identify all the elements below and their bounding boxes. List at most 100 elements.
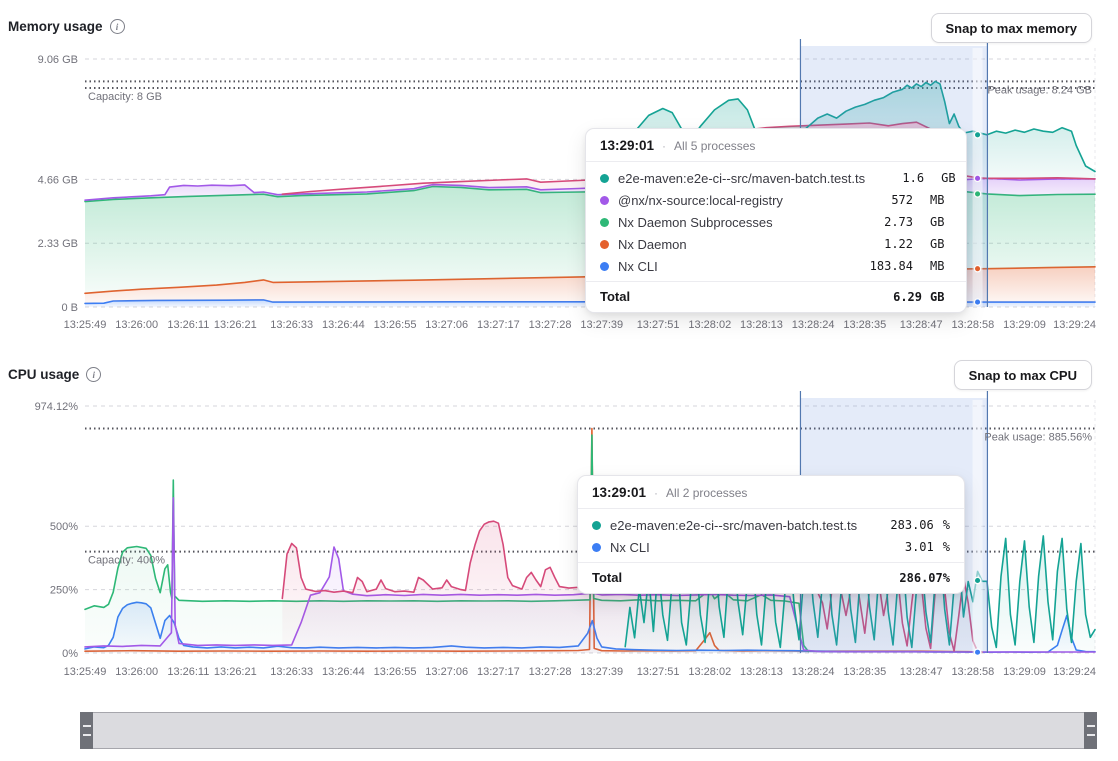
snap-to-max-cpu-button[interactable]: Snap to max CPU [954,360,1092,390]
series-color-dot-icon [600,196,609,205]
y-axis-tick-label: 0 B [61,302,78,314]
x-axis-tick-label: 13:28:24 [792,666,835,678]
hover-marker [974,649,980,655]
grip-icon [83,725,91,736]
process-value: 572 [863,193,913,207]
brush-left-handle[interactable] [80,712,93,749]
x-axis-tick-label: 13:25:49 [64,319,107,331]
x-axis-tick-label: 13:26:33 [270,319,313,331]
x-axis-tick-label: 13:26:44 [322,666,365,678]
tooltip-total-label: Total [600,289,872,304]
tooltip-total-value: 6.29 [872,290,922,304]
x-axis-tick-label: 13:27:06 [425,319,468,331]
x-axis-tick-label: 13:26:00 [115,319,158,331]
x-axis-tick-label: 13:28:35 [843,319,886,331]
series-color-dot-icon [600,240,609,249]
x-axis-tick-label: 13:26:21 [214,666,257,678]
tooltip-time: 13:29:01 [600,138,654,153]
x-axis-tick-label: 13:29:09 [1003,666,1046,678]
timeline-brush[interactable] [80,712,1097,749]
series-color-dot-icon [600,218,609,227]
x-axis-tick-label: 13:28:13 [740,319,783,331]
x-axis-tick-label: 13:29:24 [1053,666,1096,678]
peak-usage-label: Peak usage: 8.24 GB [987,84,1092,96]
memory-usage-header: Memory usage i [8,19,125,34]
cpu-usage-title: CPU usage [8,367,79,382]
x-axis-tick-label: 13:28:58 [951,319,994,331]
x-axis-tick-label: 13:27:39 [580,666,623,678]
tooltip-total-row: Total 286.07 % [578,562,964,593]
process-unit: GB [941,171,955,185]
x-axis-tick-label: 13:28:47 [900,319,943,331]
peak-usage-label: Peak usage: 885.56% [984,432,1092,444]
hover-marker [974,299,980,305]
series-color-dot-icon [600,174,609,183]
cpu-usage-header: CPU usage i [8,367,101,382]
process-name: @nx/nx-source:local-registry [618,193,854,208]
tooltip-total-unit: GB [930,290,952,304]
x-axis-tick-label: 13:28:13 [740,666,783,678]
process-value: 1.22 [863,237,913,251]
x-axis-tick-label: 13:26:55 [374,319,417,331]
info-icon[interactable]: i [110,19,125,34]
process-unit: % [943,540,950,554]
nx-profiler-page: 9.06 GB4.66 GB2.33 GB0 BCapacity: 8 GBPe… [0,0,1118,761]
brush-right-handle[interactable] [1084,712,1097,749]
process-unit: GB [930,215,952,229]
x-axis-tick-label: 13:26:11 [167,666,209,678]
process-name: Nx CLI [610,540,875,555]
tooltip-row: Nx CLI 183.84 MB [586,255,966,277]
x-axis-tick-label: 13:26:55 [374,666,417,678]
tooltip-header: 13:29:01 · All 2 processes [578,476,964,509]
y-axis-tick-label: 4.66 GB [38,174,78,186]
hover-marker [974,191,980,197]
x-axis-tick-label: 13:26:44 [322,319,365,331]
x-axis-tick-label: 13:28:47 [900,666,943,678]
charts-canvas[interactable]: 9.06 GB4.66 GB2.33 GB0 BCapacity: 8 GBPe… [0,0,1118,761]
process-name: e2e-maven:e2e-ci--src/maven-batch.test.t… [618,171,865,186]
y-axis-tick-label: 500% [50,521,78,533]
tooltip-separator: · [662,139,666,153]
y-axis-tick-label: 974.12% [35,401,79,413]
capacity-label: Capacity: 400% [88,555,165,567]
x-axis-tick-label: 13:27:28 [529,666,572,678]
process-unit: GB [930,237,952,251]
hover-marker [974,577,980,583]
tooltip-row: Nx CLI 3.01% [578,536,964,558]
x-axis-tick-label: 13:27:51 [637,319,680,331]
process-value: 2.73 [863,215,913,229]
tooltip-total-label: Total [592,570,893,585]
tooltip-separator: · [654,486,658,500]
x-axis-tick-label: 13:28:24 [792,319,835,331]
series-color-dot-icon [592,521,601,530]
x-axis-tick-label: 13:28:35 [843,666,886,678]
x-axis-tick-label: 13:26:11 [167,319,209,331]
y-axis-tick-label: 2.33 GB [38,238,78,250]
tooltip-total-unit: % [943,571,950,585]
x-axis-tick-label: 13:26:21 [214,319,257,331]
x-axis-tick-label: 13:27:06 [425,666,468,678]
process-value: 283.06 [884,518,934,532]
process-value: 3.01 [884,540,934,554]
snap-to-max-memory-button[interactable]: Snap to max memory [931,13,1093,43]
tooltip-row: e2e-maven:e2e-ci--src/maven-batch.test.t… [578,514,964,536]
x-axis-tick-label: 13:27:28 [529,319,572,331]
hover-marker [974,265,980,271]
series-color-dot-icon [600,262,609,271]
info-icon[interactable]: i [86,367,101,382]
x-axis-tick-label: 13:29:09 [1003,319,1046,331]
x-axis-tick-label: 13:25:49 [64,666,107,678]
tooltip-header: 13:29:01 · All 5 processes [586,129,966,162]
tooltip-time: 13:29:01 [592,485,646,500]
process-name: Nx CLI [618,259,854,274]
x-axis-tick-label: 13:26:00 [115,666,158,678]
process-value: 183.84 [863,259,913,273]
y-axis-tick-label: 0% [62,648,78,660]
tooltip-total-row: Total 6.29 GB [586,281,966,312]
hover-stripe [973,400,983,653]
process-name: e2e-maven:e2e-ci--src/maven-batch.test.t… [610,518,875,533]
process-unit: MB [930,193,952,207]
process-unit: MB [930,259,952,273]
x-axis-tick-label: 13:27:17 [477,666,520,678]
grip-icon [1087,725,1095,736]
